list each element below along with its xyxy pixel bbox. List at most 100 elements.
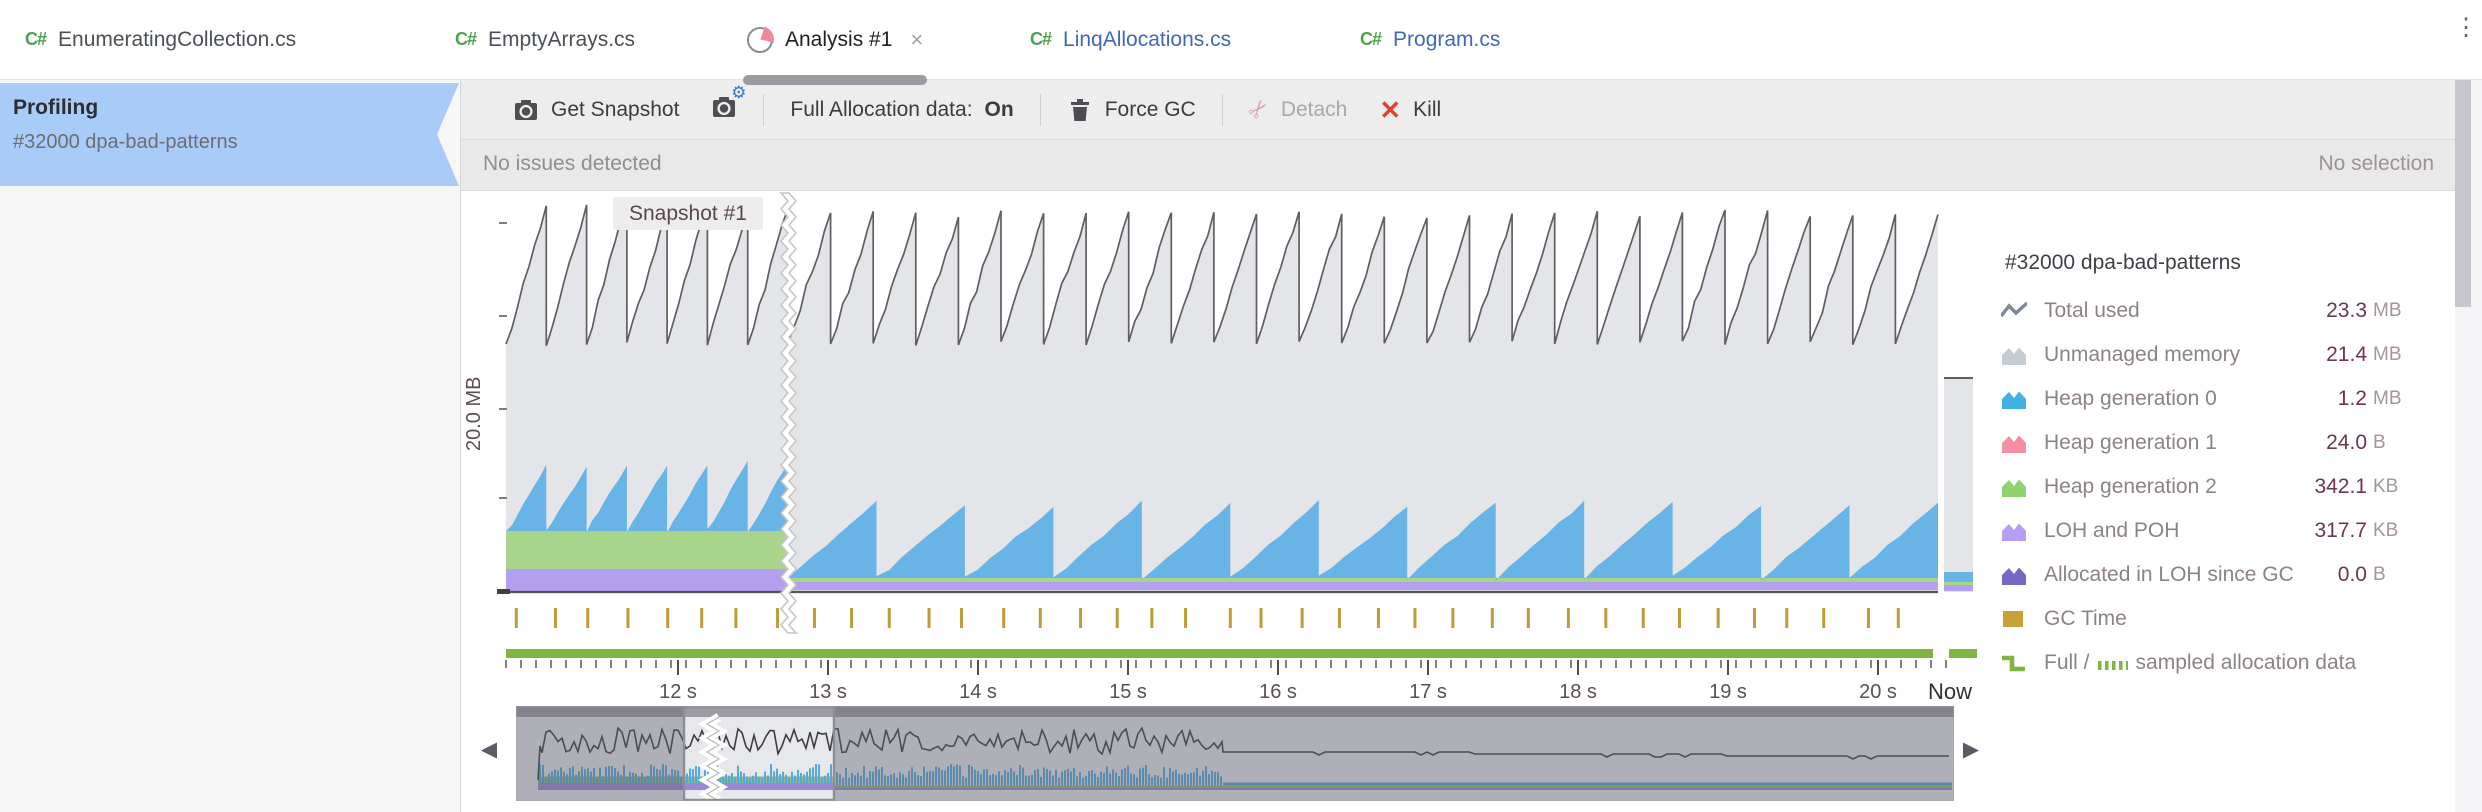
gc-event-tick	[1413, 608, 1417, 628]
heap-gen0-area	[788, 500, 1938, 581]
get-snapshot-label: Get Snapshot	[551, 97, 680, 121]
snapshot-marker-label[interactable]: Snapshot #1	[613, 197, 763, 230]
gc-event-tick	[1259, 608, 1263, 628]
memory-timeline-region: 12 s 13 s 14 s 15 s 16 s 17 s 18 s 19 s 20 s Now …	[461, 191, 2482, 812]
csharp-file-icon: C#	[1360, 29, 1382, 49]
gc-event-tick	[887, 608, 891, 628]
profiling-progress-icon	[746, 26, 774, 53]
gc-event-tick	[734, 608, 738, 628]
snapshot-zigzag-separator	[779, 192, 798, 634]
session-subtitle: #32000 dpa-bad-patterns	[13, 131, 238, 153]
x-axis-tick-label: 20 s	[1859, 681, 1897, 703]
gc-event-tick	[1002, 608, 1006, 628]
gc-event-tick	[927, 608, 931, 628]
x-axis-tick-label: 12 s	[659, 681, 697, 703]
close-tab-icon[interactable]: ×	[910, 26, 924, 52]
tab-options-kebab-icon[interactable]: ⋮	[2454, 14, 2478, 41]
get-snapshot-button[interactable]: Get Snapshot	[497, 80, 695, 139]
gc-event-tick	[1451, 608, 1455, 628]
tab-label: Analysis #1	[785, 27, 893, 51]
area-icon	[2002, 567, 2026, 585]
gc-event-tick	[1716, 608, 1720, 628]
tab-analysis-1[interactable]: Analysis #1 ×	[743, 0, 928, 85]
kill-button[interactable]: ✕ Kill	[1363, 80, 1457, 139]
legend-row-allocated-in-loh[interactable]: Allocated in LOH since GC 0.0 B	[2001, 553, 2415, 597]
area-icon	[2002, 347, 2026, 365]
tab-program[interactable]: C# Program.cs	[1360, 0, 1500, 79]
legend-row-heap-gen-0[interactable]: Heap generation 0 1.2 MB	[2001, 377, 2415, 421]
minimap-total-line	[537, 726, 1949, 781]
detach-button[interactable]: ✂ Detach	[1233, 80, 1364, 139]
tab-label: Program.cs	[1393, 27, 1501, 51]
heap-gen0-area	[506, 461, 788, 533]
active-tab-indicator	[743, 75, 928, 85]
tab-empty-arrays[interactable]: C# EmptyArrays.cs	[455, 0, 635, 79]
total-used-line	[787, 209, 1939, 346]
gc-event-tick	[1115, 608, 1119, 628]
scissors-icon: ✂	[1241, 93, 1276, 126]
gc-event-tick	[1300, 608, 1304, 628]
x-axis-tick-label: 13 s	[809, 681, 847, 703]
y-axis-zero-tick	[497, 589, 510, 594]
csharp-file-icon: C#	[455, 29, 477, 49]
gc-event-tick	[700, 608, 704, 628]
allocation-bar-dash	[1949, 649, 1977, 658]
gc-event-tick	[666, 608, 670, 628]
csharp-file-icon: C#	[25, 29, 47, 49]
profiler-toolbar: Get Snapshot ⚙ Full Allocation data:	[461, 80, 2482, 140]
total-used-line	[505, 200, 789, 347]
heap-gen2-band	[788, 578, 1938, 582]
full-allocation-data-toggle[interactable]: Full Allocation data: On	[774, 80, 1029, 139]
tab-enumerating-collection[interactable]: C# EnumeratingCollection.cs	[25, 0, 296, 79]
minimap-snapshot-zigzag-edge	[705, 716, 721, 801]
legend-row-allocation-data[interactable]: Full / sampled allocation data	[2001, 641, 2415, 685]
tab-linq-allocations[interactable]: C# LinqAllocations.cs	[1030, 0, 1231, 79]
minimap-top-bar	[516, 706, 1954, 717]
legend-row-heap-gen-1[interactable]: Heap generation 1 24.0 B	[2001, 421, 2415, 465]
sidebar-item-profiling-session[interactable]: Profiling #32000 dpa-bad-patterns	[0, 83, 459, 186]
vertical-scrollbar-track[interactable]	[2455, 80, 2482, 812]
detach-label: Detach	[1280, 97, 1348, 121]
gc-event-tick	[1184, 608, 1188, 628]
gc-event-tick	[850, 608, 854, 628]
force-gc-label: Force GC	[1104, 97, 1196, 121]
minimap-scroll-right-icon[interactable]: ▶	[1962, 738, 1980, 761]
legend-row-heap-gen-2[interactable]: Heap generation 2 342.1 KB	[2001, 465, 2415, 509]
legend-row-gc-time[interactable]: GC Time	[2001, 597, 2415, 641]
snapshot-settings-button[interactable]: ⚙	[695, 80, 753, 139]
loh-poh-band	[788, 582, 1938, 590]
camera-icon	[515, 99, 537, 120]
sampled-dashes-icon	[2097, 660, 2128, 670]
memory-timeline-chart[interactable]: 12 s 13 s 14 s 15 s 16 s 17 s 18 s 19 s 20 s Now	[497, 191, 1977, 706]
camera-settings-icon	[713, 96, 736, 117]
x-axis-tick-label: 17 s	[1409, 681, 1447, 703]
gc-event-tick	[1641, 608, 1645, 628]
minimap-scroll-left-icon[interactable]: ◀	[480, 738, 498, 761]
x-axis-tick-label: 16 s	[1259, 681, 1297, 703]
force-gc-button[interactable]: Force GC	[1051, 80, 1212, 139]
gc-event-tick	[1752, 608, 1756, 628]
gc-event-tick	[1490, 608, 1494, 628]
full-allocation-label: Full Allocation data:	[790, 97, 973, 121]
minimap-dim-left	[516, 706, 684, 801]
minimap-loh-strip	[538, 783, 834, 790]
timeline-minimap[interactable]	[516, 706, 1954, 801]
vertical-scrollbar-thumb[interactable]	[2455, 80, 2471, 307]
kill-x-icon: ✕	[1379, 94, 1402, 125]
minimap-dim-right	[834, 706, 1954, 801]
gc-event-tick	[1896, 608, 1900, 628]
gc-event-tick	[1566, 608, 1570, 628]
legend-row-unmanaged-memory[interactable]: Unmanaged memory 21.4 MB	[2001, 333, 2415, 377]
inspections-status-bar: No issues detected No selection	[461, 140, 2482, 191]
toolbar-separator	[763, 93, 765, 126]
full-allocation-state: On	[984, 97, 1014, 121]
area-icon	[2002, 523, 2026, 541]
square-swatch-icon	[2003, 611, 2023, 627]
toolbar-separator	[1039, 93, 1041, 126]
legend-row-total-used[interactable]: Total used 23.3 MB	[2001, 289, 2415, 333]
total-used-area	[788, 210, 1938, 592]
minimap-gen0-spikes	[539, 764, 1222, 786]
trash-icon	[1070, 98, 1089, 121]
legend-row-loh-and-poh[interactable]: LOH and POH 317.7 KB	[2001, 509, 2415, 553]
minimap-selection-window[interactable]	[682, 706, 836, 801]
